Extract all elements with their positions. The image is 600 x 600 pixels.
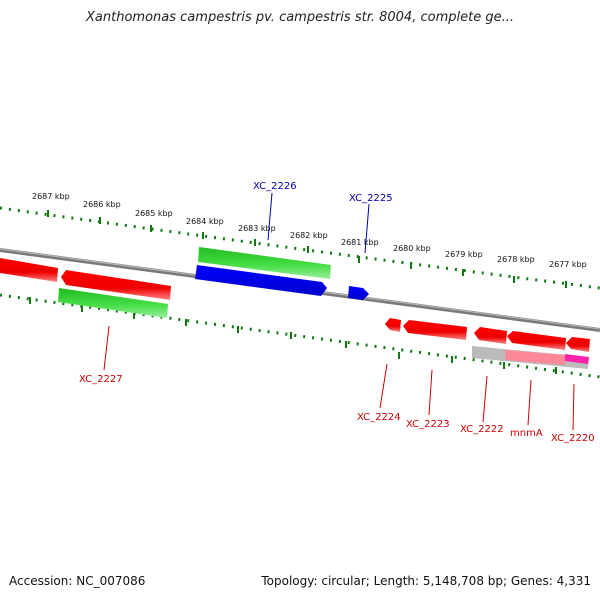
- ruler-label: 2680 kbp: [393, 244, 431, 253]
- ruler-label: 2682 kbp: [290, 231, 328, 240]
- ruler-label: 2679 kbp: [445, 250, 483, 259]
- ruler-label: 2678 kbp: [497, 255, 535, 264]
- gene-label-xc-2225[interactable]: XC_2225: [349, 193, 393, 204]
- cds-arrow-xc-2223[interactable]: [403, 320, 467, 340]
- gene-label-xc-2227[interactable]: XC_2227: [79, 374, 123, 385]
- label-leaders: [103, 192, 575, 431]
- gene-track-forward-2226[interactable]: [198, 247, 331, 279]
- map-title: Xanthomonas campestris pv. campestris st…: [86, 10, 514, 25]
- ruler-label: 2685 kbp: [135, 209, 173, 218]
- ruler-label: 2683 kbp: [238, 224, 276, 233]
- genome-summary: Topology: circular; Length: 5,148,708 bp…: [261, 574, 591, 588]
- gene-label-xc-2220[interactable]: XC_2220: [551, 433, 595, 444]
- cds-arrow-xc-2222[interactable]: [474, 327, 507, 344]
- cds-arrow-xc-2227[interactable]: [61, 270, 171, 300]
- cds-arrow-mnma[interactable]: [507, 331, 566, 350]
- ruler-label: 2686 kbp: [83, 200, 121, 209]
- gene-label-mnma[interactable]: mnmA: [510, 428, 543, 439]
- ruler-lower-major-ticks: [29, 297, 557, 374]
- ruler-label: 2684 kbp: [186, 217, 224, 226]
- feature-band-magenta[interactable]: [565, 354, 589, 364]
- gene-label-xc-2223[interactable]: XC_2223: [406, 419, 450, 430]
- gene-label-xc-2224[interactable]: XC_2224: [357, 412, 401, 423]
- feature-band-pink[interactable]: [505, 350, 565, 365]
- gene-label-xc-2222[interactable]: XC_2222: [460, 424, 504, 435]
- ruler-label: 2687 kbp: [32, 192, 70, 201]
- cds-arrow-xc-2224[interactable]: [385, 318, 401, 332]
- gene-track-reverse-2227[interactable]: [58, 288, 168, 318]
- ruler-upper-major-ticks: [47, 210, 567, 288]
- ruler-label: 2681 kbp: [341, 238, 379, 247]
- accession-label: Accession: NC_007086: [9, 574, 146, 588]
- cds-arrow-xc-2226[interactable]: [195, 265, 327, 296]
- ruler-labels: 2687 kbp 2686 kbp 2685 kbp 2684 kbp 2683…: [32, 192, 587, 269]
- cds-arrow-left-edge[interactable]: [0, 258, 58, 282]
- cds-arrow-xc-2220[interactable]: [566, 337, 590, 352]
- gene-label-xc-2226[interactable]: XC_2226: [253, 181, 297, 192]
- cds-arrow-xc-2225[interactable]: [348, 286, 369, 300]
- ruler-label: 2677 kbp: [549, 260, 587, 269]
